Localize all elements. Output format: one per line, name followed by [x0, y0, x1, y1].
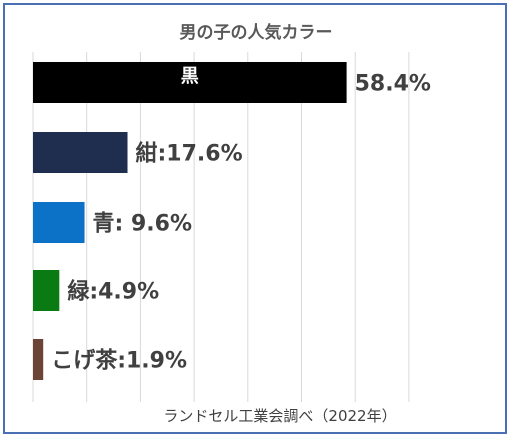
chart-title: 男の子の人気カラー — [180, 22, 333, 43]
bars: 黒 58.4% 紺:17.6% 青: 9.6% 緑:4.9% こげ茶:1.9% — [33, 62, 431, 380]
bar-inner-label-0: 黒 — [181, 66, 199, 87]
bar-1 — [33, 132, 128, 173]
data-label-2: 青: 9.6% — [93, 212, 192, 237]
data-label-1: 紺:17.6% — [136, 141, 243, 167]
grid-lines — [32, 52, 410, 402]
bar-0 — [33, 62, 347, 103]
bar-2 — [33, 202, 85, 243]
source-note: ランドセル工業会調べ（2022年） — [163, 407, 396, 425]
bar-3 — [33, 270, 60, 311]
data-label-3: 緑:4.9% — [67, 279, 159, 305]
data-label-0: 58.4% — [355, 72, 431, 97]
bar-4 — [33, 339, 44, 380]
data-label-4: こげ茶:1.9% — [51, 349, 187, 374]
